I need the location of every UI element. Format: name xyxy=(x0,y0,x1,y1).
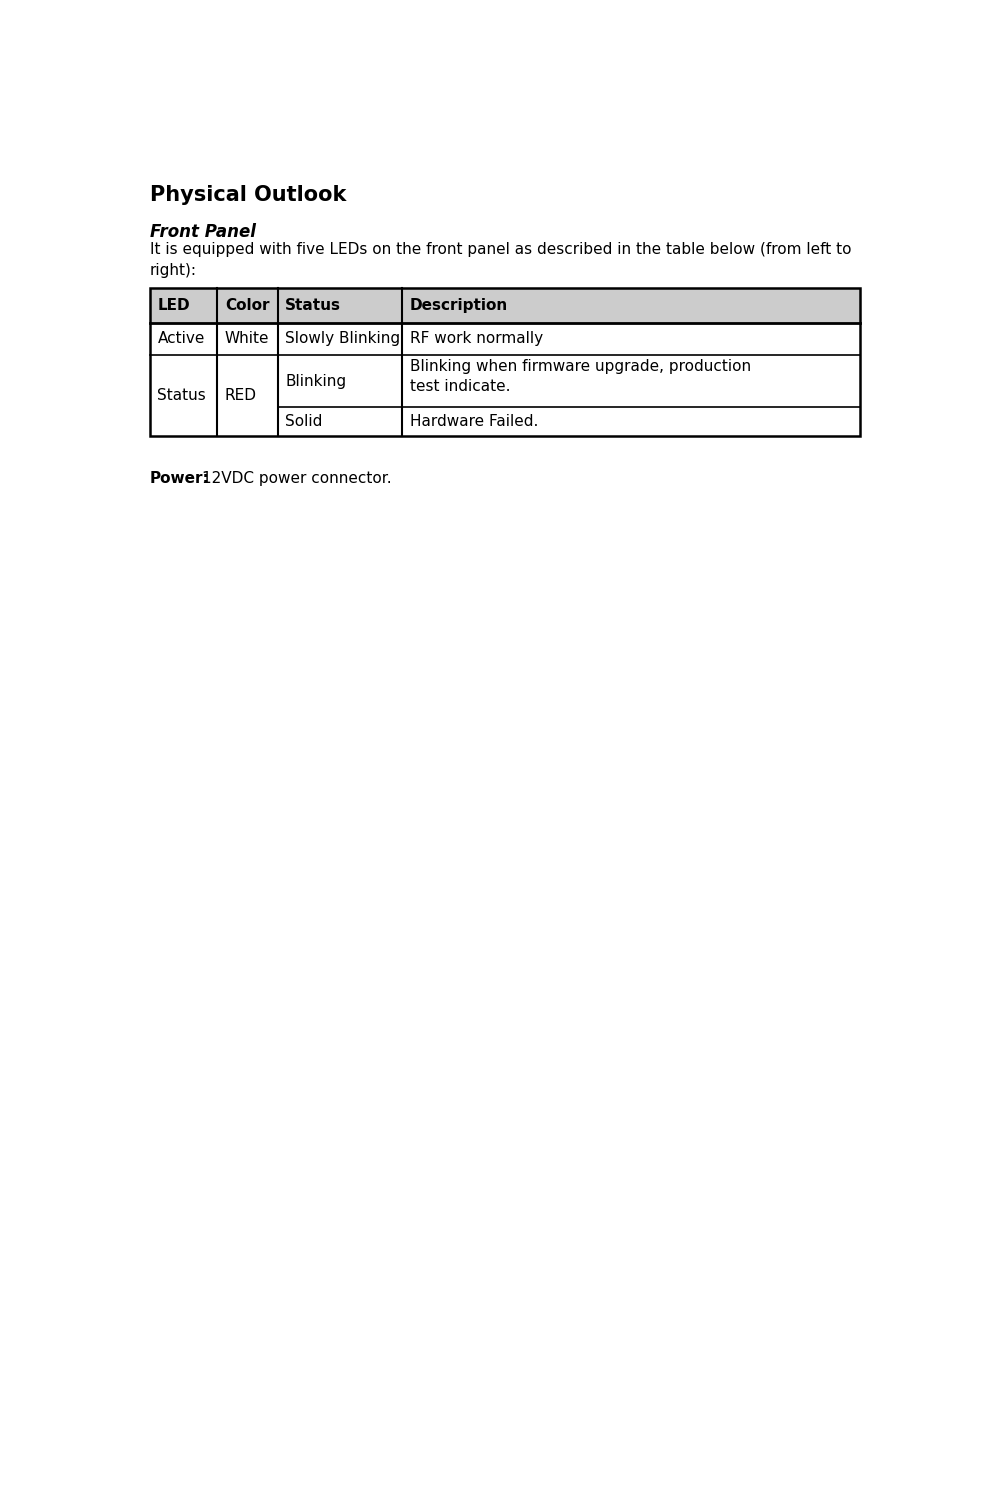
Bar xyxy=(150,288,860,323)
Text: Status: Status xyxy=(158,387,206,404)
Text: Front Panel: Front Panel xyxy=(150,224,256,241)
Text: Status: Status xyxy=(286,298,341,313)
Text: Slowly Blinking: Slowly Blinking xyxy=(286,331,400,347)
Text: White: White xyxy=(225,331,270,347)
Text: Color: Color xyxy=(225,298,270,313)
Text: right):: right): xyxy=(150,264,197,279)
Text: Hardware Failed.: Hardware Failed. xyxy=(410,414,538,429)
Text: Blinking: Blinking xyxy=(286,374,347,389)
Text: RF work normally: RF work normally xyxy=(410,331,543,347)
Text: Power:: Power: xyxy=(150,471,210,486)
Text: Blinking when firmware upgrade, production
test indicate.: Blinking when firmware upgrade, producti… xyxy=(410,359,751,393)
Text: RED: RED xyxy=(225,387,257,404)
Text: Physical Outlook: Physical Outlook xyxy=(150,185,346,206)
Text: LED: LED xyxy=(158,298,190,313)
Text: Solid: Solid xyxy=(286,414,323,429)
Text: 12VDC power connector.: 12VDC power connector. xyxy=(202,471,391,486)
Text: It is equipped with five LEDs on the front panel as described in the table below: It is equipped with five LEDs on the fro… xyxy=(150,241,851,256)
Text: Active: Active xyxy=(158,331,205,347)
Text: Description: Description xyxy=(410,298,507,313)
